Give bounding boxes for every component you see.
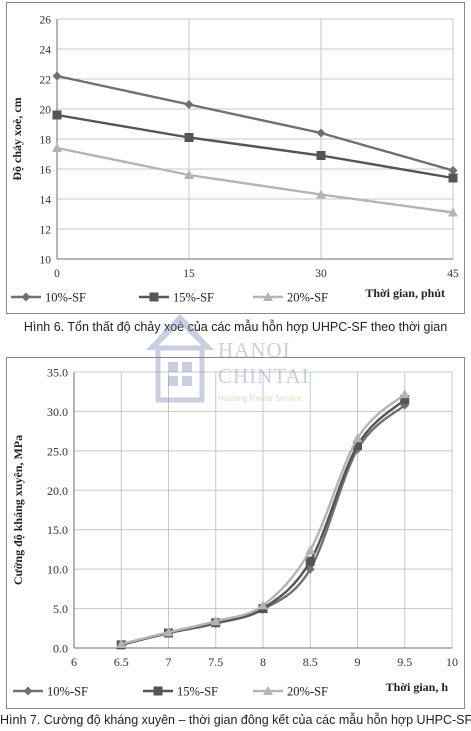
c1-y-tick-label-4: 18 bbox=[40, 135, 52, 147]
c2-x-tick-label-4: 8 bbox=[260, 655, 266, 669]
watermark-line3: Housing Rental Service bbox=[218, 394, 302, 403]
c1-series-1-point-3 bbox=[448, 166, 458, 175]
c1-y-tick-label-7: 24 bbox=[40, 45, 52, 57]
chart-flow-loss-svg: 10 12 14 16 18 20 22 24 26 0 15 30 45 Độ chảy xoè, cm… bbox=[10, 15, 459, 305]
c2-y-tick-label-6: 30.0 bbox=[47, 405, 68, 419]
c2-y-tick-label-5: 25.0 bbox=[47, 444, 68, 458]
c2-x-axis-label: Thời gian, h bbox=[386, 680, 449, 694]
c2-series-2-point-5 bbox=[353, 440, 362, 450]
c1-y-tick-label-0: 10 bbox=[40, 255, 52, 267]
c2-y-tick-label-3: 15.0 bbox=[47, 523, 68, 537]
c2-series-3-point-0 bbox=[116, 639, 127, 649]
c1-x-tick-label-3: 45 bbox=[447, 268, 459, 280]
c2-legend-label-3: 20%-SF bbox=[287, 685, 328, 699]
c1-series-2-point-2 bbox=[316, 151, 326, 160]
watermark-line2: CHINTAI bbox=[218, 364, 310, 388]
chart-penetration-resistance: 0.0 5.0 10.0 15.0 20.0 25.0 30.0 35.0 6 6.5 7 7.5 8 8… bbox=[6, 357, 465, 709]
c1-x-axis-label: Thời gian, phút bbox=[365, 286, 445, 300]
c1-series-1-point-1 bbox=[184, 100, 194, 109]
c2-series-3-point-2 bbox=[210, 616, 221, 626]
c2-x-tick-label-0: 6 bbox=[71, 655, 77, 669]
c2-series-3-point-3 bbox=[258, 600, 268, 610]
c1-y-tick-label-1: 12 bbox=[40, 225, 52, 237]
watermark-line1: HANOI bbox=[218, 338, 291, 362]
c2-series-2-point-4 bbox=[305, 556, 315, 566]
c2-series-1-point-6 bbox=[400, 400, 410, 410]
c2-legend-label-2: 15%-SF bbox=[177, 685, 218, 699]
c1-legend-marker-3 bbox=[263, 292, 273, 301]
c2-series-3-point-4 bbox=[305, 545, 316, 555]
c2-y-tick-label-0: 0.0 bbox=[53, 642, 68, 656]
house-icon bbox=[146, 314, 214, 403]
c2-y-tick-label-1: 5.0 bbox=[53, 602, 68, 616]
c2-x-tick-label-8: 10 bbox=[446, 655, 458, 669]
c1-legend-marker-2 bbox=[149, 292, 159, 302]
c2-x-tick-label-6: 9 bbox=[355, 655, 361, 669]
c1-series-2-point-0 bbox=[52, 110, 62, 120]
c1-legend-label-1: 10%-SF bbox=[45, 291, 86, 305]
c2-x-tick-label-3: 7.5 bbox=[208, 655, 223, 669]
c1-y-tick-label-8: 26 bbox=[40, 15, 52, 27]
c2-x-tick-label-7: 9.5 bbox=[397, 655, 412, 669]
c1-series-1-point-0 bbox=[52, 71, 62, 81]
chart-flow-loss: 10 12 14 16 18 20 22 24 26 0 15 30 45 Độ chảy xoè, cm… bbox=[6, 2, 465, 314]
c2-legend-marker-1 bbox=[23, 686, 33, 696]
c1-series-3-point-1 bbox=[184, 170, 194, 179]
c1-x-tick-label-2: 30 bbox=[315, 268, 327, 280]
c1-y-tick-label-3: 16 bbox=[40, 165, 52, 177]
c2-legend-label-1: 10%-SF bbox=[47, 685, 88, 699]
c1-legend-label-2: 15%-SF bbox=[173, 291, 214, 305]
c1-y-tick-label-6: 22 bbox=[40, 75, 52, 87]
c1-y-tick-label-5: 20 bbox=[40, 105, 52, 117]
watermark: HANOI CHINTAI Housing Rental Service bbox=[140, 300, 330, 410]
c1-series-line-2 bbox=[56, 113, 454, 180]
c2-y-tick-label-2: 10.0 bbox=[47, 563, 68, 577]
c2-x-tick-label-1: 6.5 bbox=[114, 655, 129, 669]
c1-legend-marker-1 bbox=[21, 292, 31, 302]
c1-series-2-point-1 bbox=[184, 133, 194, 142]
c2-x-tick-label-5: 8.5 bbox=[303, 655, 318, 669]
c2-series-3-point-1 bbox=[163, 627, 174, 637]
c2-series-2-point-6 bbox=[400, 395, 410, 405]
chart-penetration-resistance-svg: 0.0 5.0 10.0 15.0 20.0 25.0 30.0 35.0 6 6.5 7 7.5 8 8… bbox=[11, 366, 458, 699]
c1-x-tick-label-1: 15 bbox=[183, 268, 195, 280]
c2-x-tick-label-2: 7 bbox=[166, 655, 172, 669]
c2-y-axis-label: Cường độ kháng xuyên, MPa bbox=[11, 435, 25, 585]
c1-legend-label-3: 20%-SF bbox=[287, 291, 328, 305]
c2-legend-marker-2 bbox=[153, 686, 163, 696]
c1-series-1-point-2 bbox=[316, 128, 326, 138]
c2-y-tick-label-4: 20.0 bbox=[47, 484, 68, 498]
c1-series-line-3 bbox=[56, 146, 454, 214]
c1-series-3-point-0 bbox=[52, 143, 62, 152]
c1-series-3-point-3 bbox=[448, 207, 458, 217]
c1-y-axis-label: Độ chảy xoè, cm bbox=[10, 97, 24, 180]
c1-series-2-point-3 bbox=[448, 173, 458, 183]
c1-x-tick-label-0: 0 bbox=[54, 268, 60, 280]
figure-7-caption: Hình 7. Cường độ kháng xuyên – thời gian… bbox=[0, 713, 471, 727]
c1-y-tick-label-2: 14 bbox=[40, 195, 52, 207]
c2-y-tick-label-7: 35.0 bbox=[47, 366, 68, 380]
c2-series-3-point-5 bbox=[352, 433, 363, 443]
c1-series-3-point-2 bbox=[316, 189, 326, 199]
figure-6-caption: Hình 6. Tổn thất độ chảy xoè của các mẫu… bbox=[23, 320, 448, 334]
c2-series-3-point-6 bbox=[399, 389, 410, 399]
c2-series-1-point-4 bbox=[305, 564, 315, 574]
c2-legend-marker-3 bbox=[263, 686, 273, 695]
c1-series-line-1 bbox=[56, 74, 454, 172]
